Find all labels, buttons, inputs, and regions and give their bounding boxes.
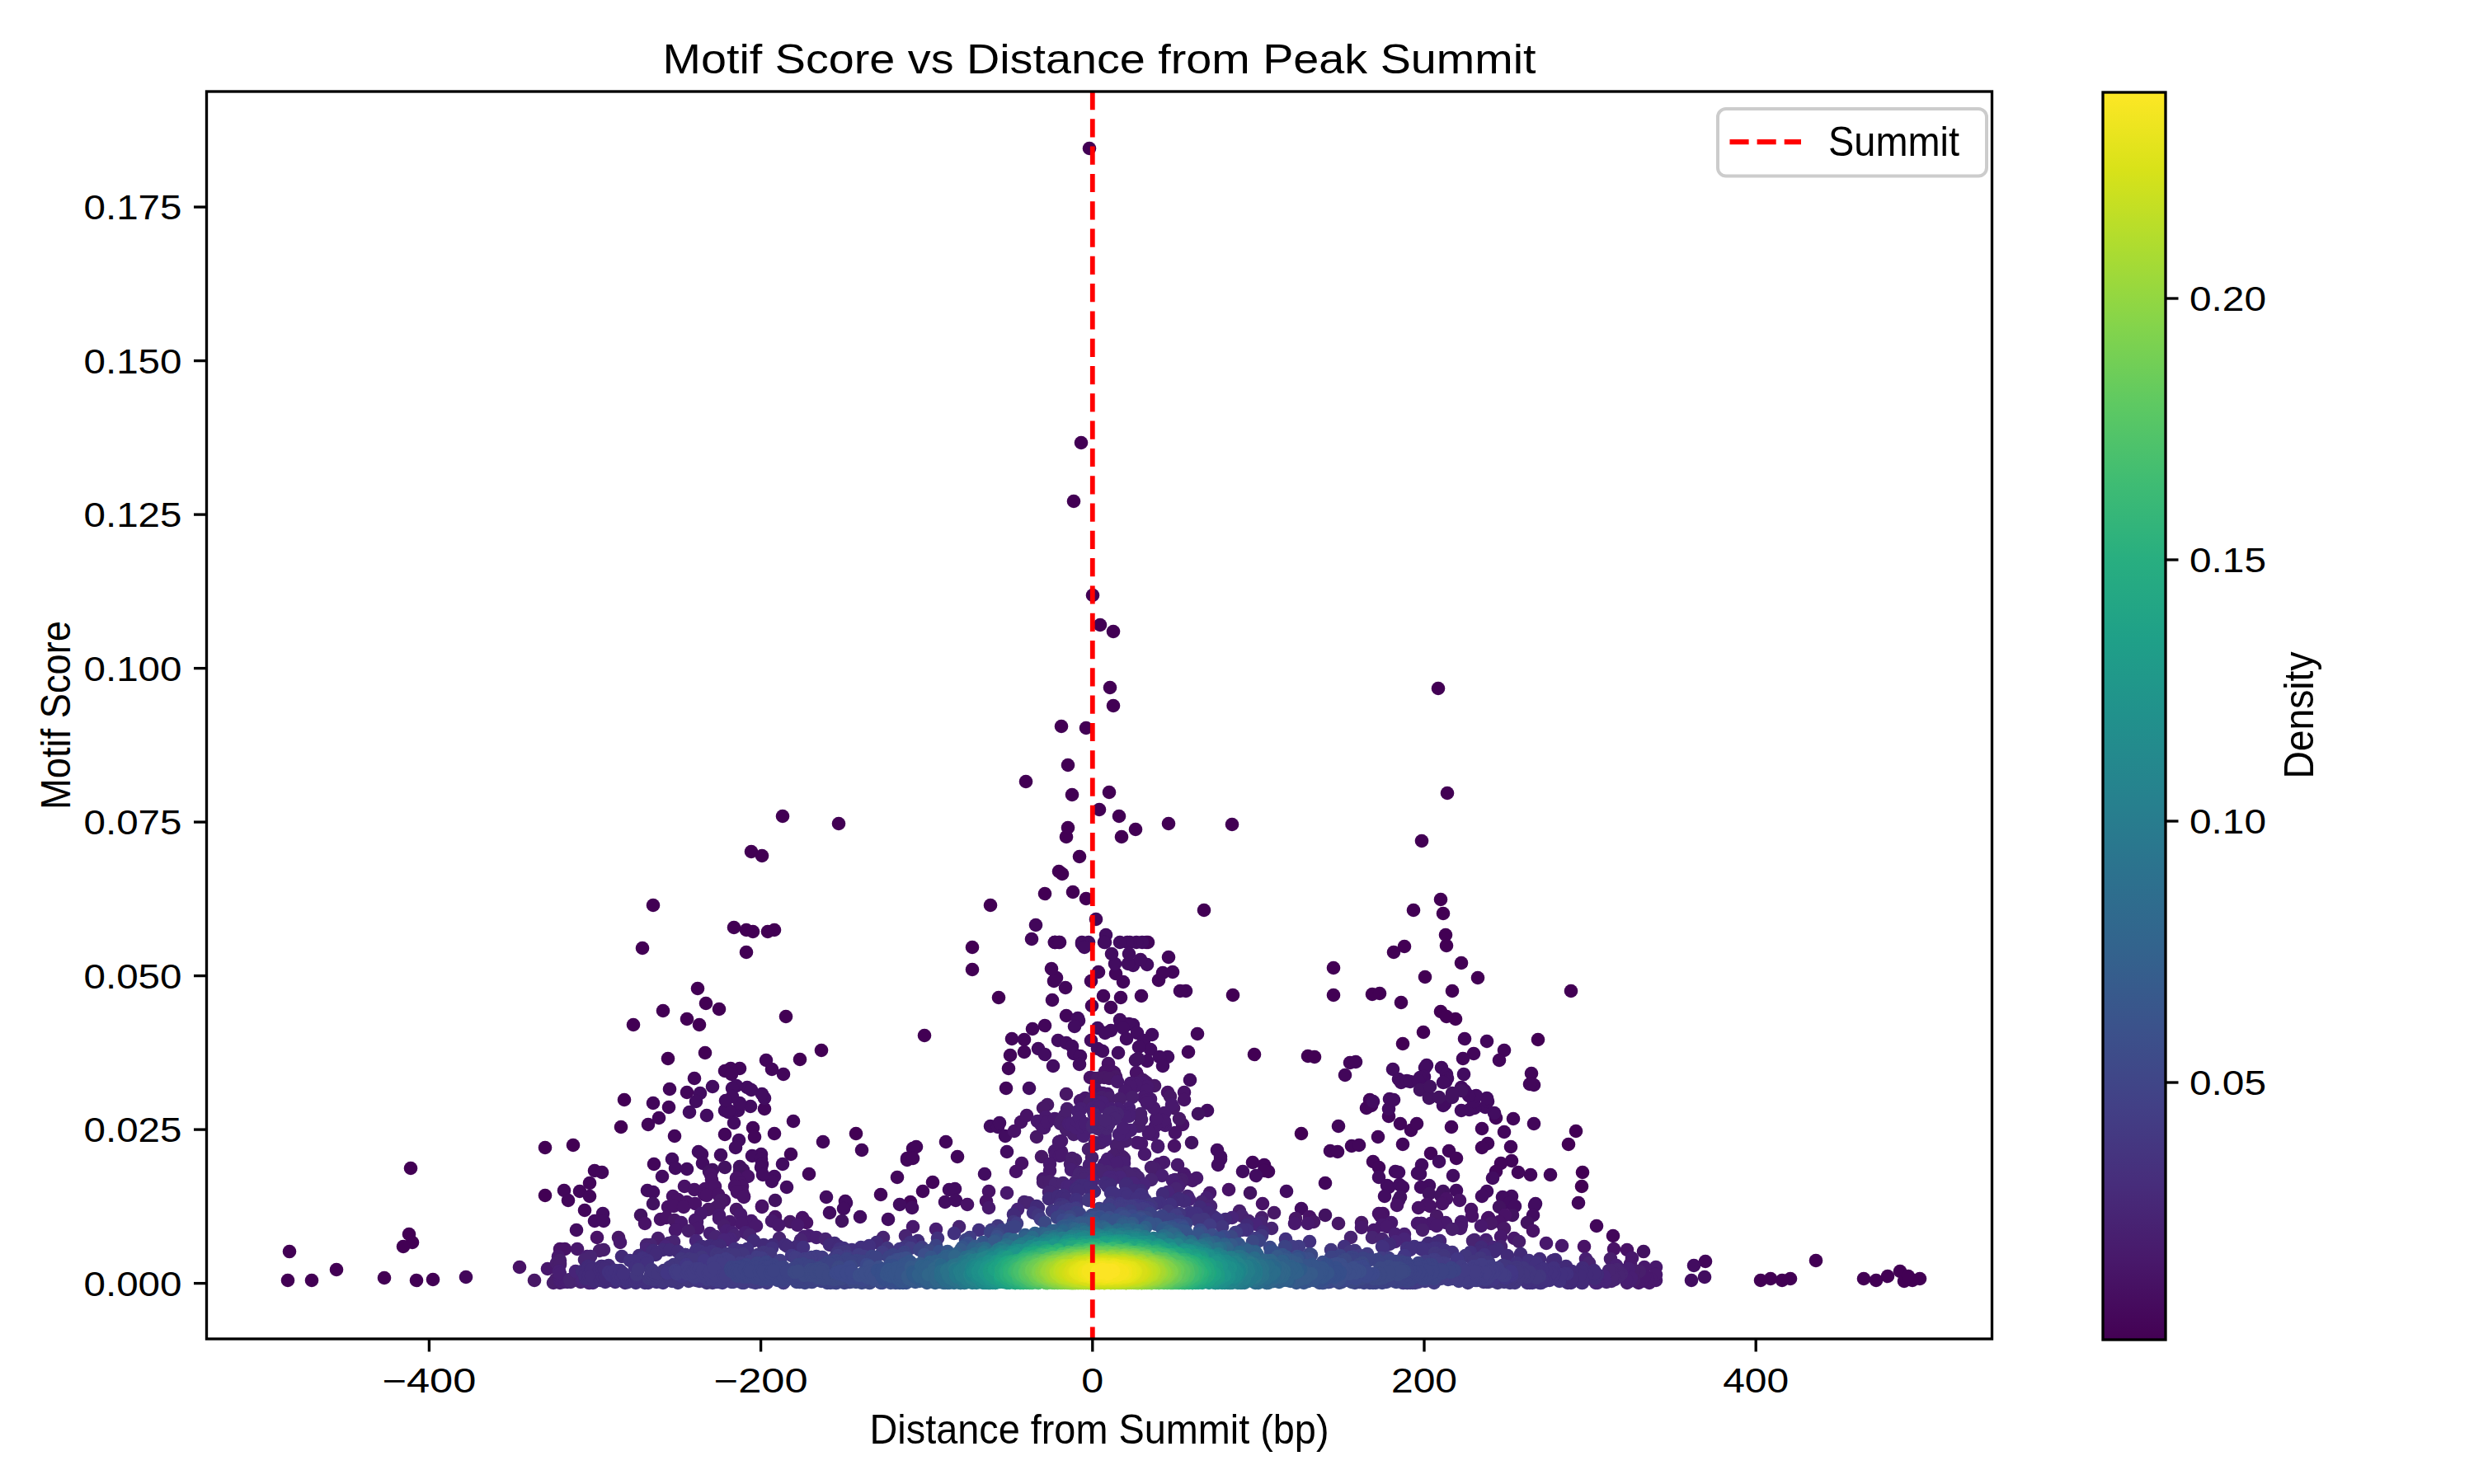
svg-text:Motif Score: Motif Score [33, 621, 79, 810]
svg-text:0.05: 0.05 [2189, 1064, 2266, 1102]
svg-text:0.10: 0.10 [2189, 802, 2266, 841]
svg-text:−400: −400 [382, 1361, 476, 1400]
svg-text:0.100: 0.100 [84, 650, 182, 688]
svg-text:0.20: 0.20 [2189, 279, 2266, 318]
svg-text:Summit: Summit [1828, 119, 1959, 165]
svg-text:Motif Score vs Distance from P: Motif Score vs Distance from Peak Summit [663, 36, 1536, 82]
svg-text:0.050: 0.050 [84, 957, 182, 996]
svg-text:0: 0 [1081, 1361, 1103, 1400]
svg-text:Density: Density [2276, 652, 2322, 779]
svg-text:0.125: 0.125 [84, 495, 182, 534]
svg-text:0.175: 0.175 [84, 188, 182, 227]
svg-text:0.025: 0.025 [84, 1111, 182, 1149]
svg-text:Distance from Summit (bp): Distance from Summit (bp) [870, 1407, 1329, 1453]
svg-text:0.075: 0.075 [84, 803, 182, 842]
svg-text:0.15: 0.15 [2189, 541, 2266, 580]
svg-text:0.000: 0.000 [84, 1265, 182, 1303]
svg-text:200: 200 [1391, 1361, 1457, 1400]
svg-text:400: 400 [1723, 1361, 1789, 1400]
svg-text:−200: −200 [714, 1361, 808, 1400]
svg-text:0.150: 0.150 [84, 342, 182, 381]
